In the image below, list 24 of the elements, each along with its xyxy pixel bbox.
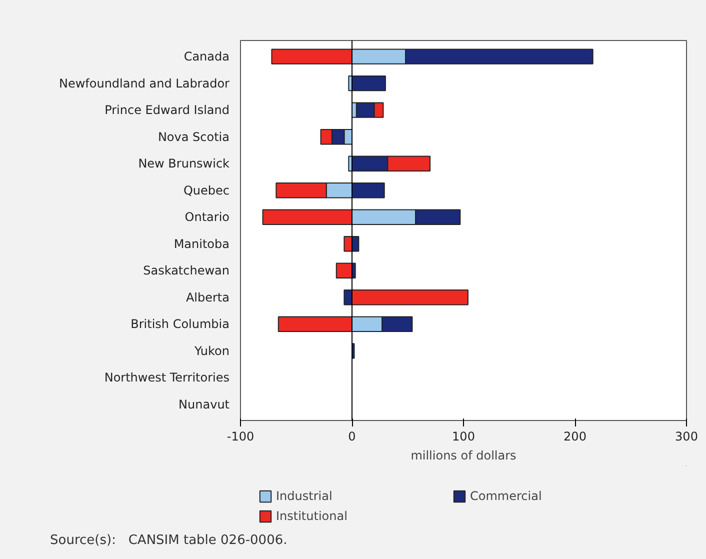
y-tick-label: Yukon <box>193 344 230 358</box>
x-tick-label: 200 <box>564 430 586 444</box>
y-tick-label: Nunavut <box>178 397 230 412</box>
x-axis-title: millions of dollars <box>410 448 516 462</box>
y-tick-label: Canada <box>184 50 230 64</box>
y-tick-label: Ontario <box>184 210 230 224</box>
y-tick-label: Saskatchewan <box>143 264 230 278</box>
legend-label: Industrial <box>276 489 334 503</box>
y-tick-label: New Brunswick <box>138 156 230 171</box>
y-tick-label: Nova Scotia <box>158 130 230 144</box>
x-tick-label: -100 <box>226 430 254 444</box>
y-tick-label: Northwest Territories <box>104 370 230 385</box>
y-tick-label: Alberta <box>186 290 230 304</box>
source-note: Source(s): CANSIM table 026-0006. <box>50 532 288 550</box>
y-tick-label: Quebec <box>183 183 230 198</box>
y-tick-label: Manitoba <box>174 236 230 251</box>
y-tick-label: Newfoundland and Labrador <box>58 76 230 90</box>
legend-label: Institutional <box>276 509 348 523</box>
legend-label: Commercial <box>470 489 543 503</box>
x-tick-label: 100 <box>452 430 475 444</box>
x-tick-label: 300 <box>675 430 698 444</box>
y-tick-label: British Columbia <box>130 317 230 332</box>
y-tick-label: Prince Edward Island <box>104 103 230 118</box>
x-tick-label: 0 <box>348 430 356 444</box>
